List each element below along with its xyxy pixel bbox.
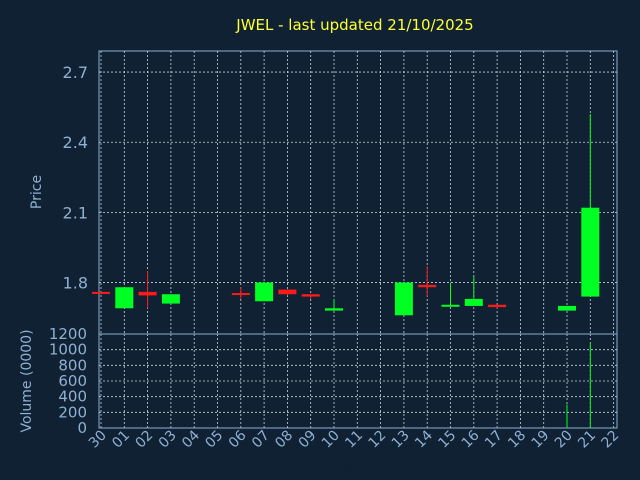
price-tick-label: 2.4 bbox=[63, 133, 88, 152]
chart-title: JWEL - last updated 21/10/2025 bbox=[235, 16, 473, 34]
x-axis-label: Day bbox=[333, 459, 361, 475]
volume-tick-label: 0 bbox=[77, 419, 87, 437]
candle-body bbox=[138, 291, 157, 296]
candle-body bbox=[325, 308, 343, 311]
x-tick-label: 04 bbox=[179, 427, 203, 451]
candle-body bbox=[464, 298, 483, 306]
candle-body bbox=[161, 294, 180, 304]
x-tick-label: 13 bbox=[389, 428, 413, 452]
x-tick-label: 09 bbox=[296, 428, 320, 452]
x-tick-label: 02 bbox=[133, 428, 157, 452]
x-tick-label: 07 bbox=[249, 428, 273, 452]
candle-body bbox=[441, 304, 460, 307]
price-axis-label: Price bbox=[29, 175, 45, 209]
candle-body bbox=[558, 305, 576, 311]
x-tick-label: 10 bbox=[319, 428, 343, 452]
candle-body bbox=[92, 291, 110, 294]
candle-body bbox=[231, 293, 250, 296]
x-tick-label: 12 bbox=[366, 428, 390, 452]
x-tick-label: 06 bbox=[226, 427, 250, 451]
volume-tick-label: 1000 bbox=[49, 341, 87, 359]
price-tick-label: 2.1 bbox=[63, 203, 88, 222]
volume-tick-label: 800 bbox=[58, 356, 87, 374]
x-tick-label: 11 bbox=[342, 428, 366, 452]
volume-axis-label: Volume (0000) bbox=[19, 329, 35, 432]
candle-body bbox=[255, 282, 274, 302]
candle-body bbox=[394, 282, 413, 316]
price-tick-label: 1.8 bbox=[63, 274, 88, 293]
candle-body bbox=[488, 304, 507, 308]
x-tick-label: 22 bbox=[599, 428, 623, 452]
volume-tick-label: 600 bbox=[58, 372, 87, 390]
price-tick-label: 2.7 bbox=[63, 63, 88, 82]
volume-tick-label: 400 bbox=[58, 388, 87, 406]
volume-tick-label: 200 bbox=[58, 403, 87, 421]
x-tick-label: 20 bbox=[552, 428, 576, 452]
x-tick-label: 01 bbox=[109, 428, 133, 452]
x-tick-label: 08 bbox=[272, 428, 296, 452]
volume-tick-label: 1200 bbox=[49, 325, 87, 343]
candle-body bbox=[418, 284, 437, 288]
x-axis: 30 01 02 03 04 05 06 07 08 09 10 11 12 13 14 15 16 17 18 19… bbox=[86, 427, 623, 475]
price-plot-frame bbox=[98, 50, 618, 335]
x-tick-label: 18 bbox=[505, 428, 529, 452]
x-tick-label: 05 bbox=[202, 428, 226, 452]
x-tick-label: 21 bbox=[575, 428, 599, 452]
x-tick-label: 16 bbox=[459, 427, 483, 451]
candle-body bbox=[581, 207, 600, 297]
x-tick-label: 14 bbox=[412, 427, 436, 451]
candle-body bbox=[301, 294, 320, 297]
x-tick-label: 17 bbox=[482, 428, 506, 452]
x-tick-label: 19 bbox=[529, 428, 553, 452]
x-tick-label: 03 bbox=[156, 428, 180, 452]
price-panel: 2.7 2.4 2.1 1.8 Price bbox=[29, 50, 618, 335]
x-tick-label: 15 bbox=[435, 428, 459, 452]
candle-body bbox=[278, 289, 297, 295]
candle-body bbox=[115, 287, 134, 309]
x-tick-label: 30 bbox=[86, 428, 110, 452]
